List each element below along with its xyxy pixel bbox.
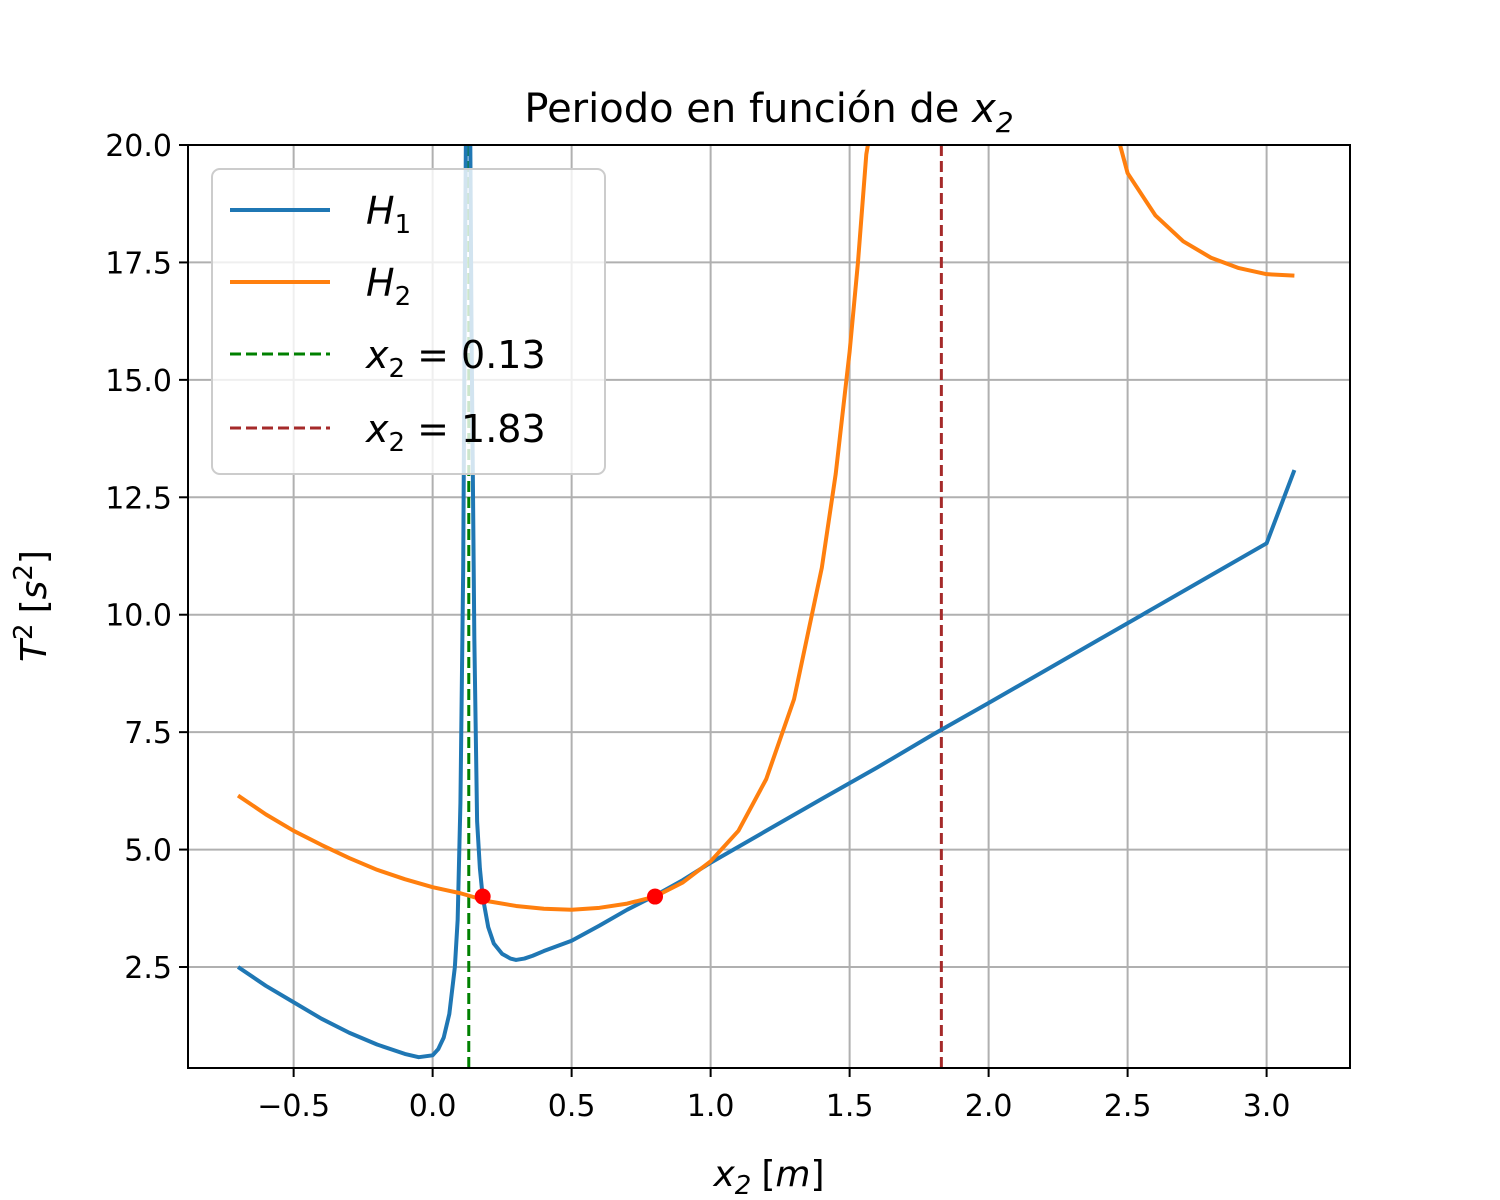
y-axis: 2.5 5.0 7.5 10.0 12.5 15.0 17.5 20.0 <box>105 129 188 986</box>
x-axis: −0.5 0.0 0.5 1.0 1.5 2.0 2.5 3.0 <box>257 1068 1290 1124</box>
legend: H1 H2 x2 = 0.13 x2 = 1.83 <box>211 168 606 475</box>
x-tick-label: 0.5 <box>548 1089 596 1124</box>
y-tick-label: 7.5 <box>124 716 172 751</box>
line-series-h2-branch <box>1117 145 1295 278</box>
legend-label-x2-183: x2 = 1.83 <box>365 407 546 458</box>
series-layer <box>236 145 1297 1068</box>
x-tick-label: 0.0 <box>409 1089 457 1124</box>
legend-label-h1: H1 <box>366 189 411 240</box>
intersection-marker <box>647 888 664 905</box>
y-tick-label: 17.5 <box>105 246 172 281</box>
x-tick-label: 2.5 <box>1104 1089 1152 1124</box>
legend-label-x2-013: x2 = 0.13 <box>365 333 546 384</box>
y-tick-label: 10.0 <box>105 599 172 634</box>
x-tick-label: 1.5 <box>826 1089 874 1124</box>
y-tick-label: 20.0 <box>105 129 172 164</box>
x-tick-label: 1.0 <box>687 1089 735 1124</box>
y-tick-label: 2.5 <box>124 951 172 986</box>
intersection-marker <box>474 888 491 905</box>
y-axis-label: T2[s2] <box>9 550 55 662</box>
legend-box <box>211 168 606 475</box>
x-tick-label: −0.5 <box>257 1089 330 1124</box>
y-tick-label: 5.0 <box>124 834 172 869</box>
y-tick-label: 15.0 <box>105 364 172 399</box>
x-tick-label: 2.0 <box>965 1089 1013 1124</box>
x-tick-label: 3.0 <box>1243 1089 1291 1124</box>
x-axis-label: x2 [m] <box>712 1154 824 1200</box>
chart-title: Periodo en función de x2 <box>524 86 1013 139</box>
axes-frame <box>187 144 1351 1069</box>
line-series-h2 <box>236 145 870 912</box>
legend-label-h2: H2 <box>366 261 411 312</box>
y-tick-label: 12.5 <box>105 481 172 516</box>
